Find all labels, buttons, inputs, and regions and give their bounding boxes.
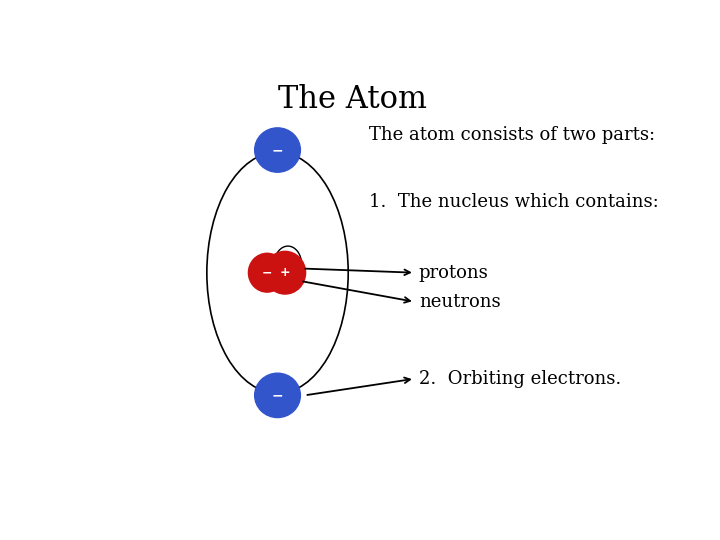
Ellipse shape [274,246,302,282]
Ellipse shape [248,253,286,292]
Ellipse shape [255,373,300,417]
Text: −: − [271,388,284,402]
Text: 1.  The nucleus which contains:: 1. The nucleus which contains: [369,193,659,211]
Text: The Atom: The Atom [278,84,427,114]
Text: −: − [271,143,284,157]
Text: 2.  Orbiting electrons.: 2. Orbiting electrons. [419,370,621,388]
Ellipse shape [264,251,305,294]
Text: +: + [279,266,290,279]
Text: −: − [262,266,272,279]
Text: protons: protons [419,264,489,282]
Ellipse shape [255,128,300,172]
Text: neutrons: neutrons [419,293,500,311]
Text: The atom consists of two parts:: The atom consists of two parts: [369,126,655,145]
